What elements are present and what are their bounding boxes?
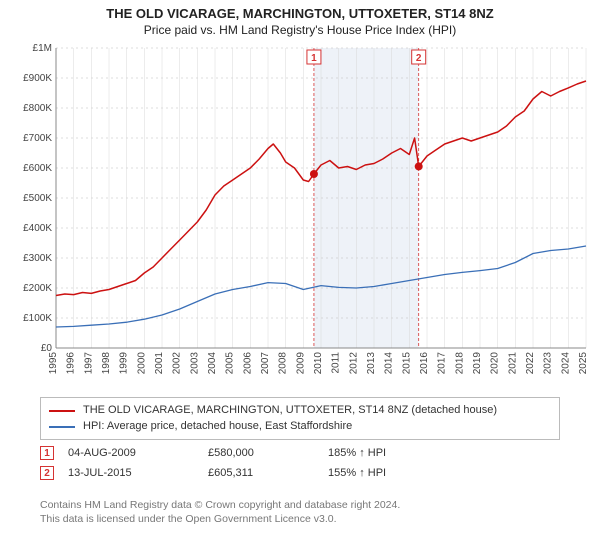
sales-table: 1 04-AUG-2009 £580,000 185% ↑ HPI 2 13-J… [40,440,560,486]
sale-row: 2 13-JUL-2015 £605,311 155% ↑ HPI [40,466,560,480]
svg-text:£700K: £700K [23,133,52,144]
svg-text:2020: 2020 [490,352,501,375]
chart-title: THE OLD VICARAGE, MARCHINGTON, UTTOXETER… [0,0,600,21]
svg-text:2022: 2022 [525,352,536,375]
sale-price: £580,000 [208,447,328,459]
svg-text:£1M: £1M [33,43,52,54]
footer-attribution: Contains HM Land Registry data © Crown c… [40,498,560,526]
svg-text:2025: 2025 [578,352,589,375]
svg-text:2019: 2019 [472,352,483,375]
svg-text:2002: 2002 [172,352,183,375]
svg-text:1995: 1995 [48,352,59,375]
svg-text:2001: 2001 [154,352,165,375]
sale-marker-icon: 2 [40,466,54,480]
svg-text:£900K: £900K [23,73,52,84]
legend-swatch [49,426,75,428]
legend-swatch [49,410,75,412]
footer-line-2: This data is licensed under the Open Gov… [40,512,560,526]
svg-text:2003: 2003 [189,352,200,375]
svg-text:£600K: £600K [23,163,52,174]
footer-line-1: Contains HM Land Registry data © Crown c… [40,498,560,512]
svg-text:2017: 2017 [437,352,448,375]
svg-text:2012: 2012 [348,352,359,375]
svg-text:£200K: £200K [23,283,52,294]
svg-text:2010: 2010 [313,352,324,375]
svg-text:2000: 2000 [136,352,147,375]
sale-ratio: 185% ↑ HPI [328,447,386,459]
svg-text:£800K: £800K [23,103,52,114]
svg-text:2: 2 [416,53,422,64]
svg-text:1998: 1998 [101,352,112,375]
legend-label: THE OLD VICARAGE, MARCHINGTON, UTTOXETER… [83,403,497,418]
svg-text:2024: 2024 [560,352,571,375]
svg-text:2021: 2021 [507,352,518,375]
svg-text:2013: 2013 [366,352,377,375]
svg-text:1996: 1996 [66,352,77,375]
svg-text:£400K: £400K [23,223,52,234]
svg-text:2011: 2011 [331,352,342,374]
svg-text:2007: 2007 [260,352,271,375]
svg-text:2009: 2009 [295,352,306,375]
svg-text:£100K: £100K [23,313,52,324]
svg-text:£300K: £300K [23,253,52,264]
svg-text:2008: 2008 [278,352,289,375]
sale-row: 1 04-AUG-2009 £580,000 185% ↑ HPI [40,446,560,460]
line-chart: 12£0£100K£200K£300K£400K£500K£600K£700K£… [8,42,592,387]
sale-date: 04-AUG-2009 [68,447,208,459]
svg-text:2006: 2006 [242,352,253,375]
legend-label: HPI: Average price, detached house, East… [83,419,352,434]
svg-text:2015: 2015 [401,352,412,375]
svg-text:2016: 2016 [419,352,430,375]
chart-subtitle: Price paid vs. HM Land Registry's House … [0,21,600,41]
svg-text:2023: 2023 [543,352,554,375]
svg-text:1: 1 [311,53,317,64]
svg-text:2004: 2004 [207,352,218,375]
legend-item-property: THE OLD VICARAGE, MARCHINGTON, UTTOXETER… [49,403,551,418]
svg-text:£500K: £500K [23,193,52,204]
svg-text:1997: 1997 [83,352,94,375]
legend-item-hpi: HPI: Average price, detached house, East… [49,419,551,434]
sale-ratio: 155% ↑ HPI [328,467,386,479]
sale-date: 13-JUL-2015 [68,467,208,479]
svg-text:1999: 1999 [119,352,130,375]
sale-price: £605,311 [208,467,328,479]
svg-text:2018: 2018 [454,352,465,375]
svg-text:2014: 2014 [384,352,395,375]
legend: THE OLD VICARAGE, MARCHINGTON, UTTOXETER… [40,397,560,440]
sale-marker-icon: 1 [40,446,54,460]
chart-area: 12£0£100K£200K£300K£400K£500K£600K£700K£… [8,42,592,387]
svg-text:2005: 2005 [225,352,236,375]
